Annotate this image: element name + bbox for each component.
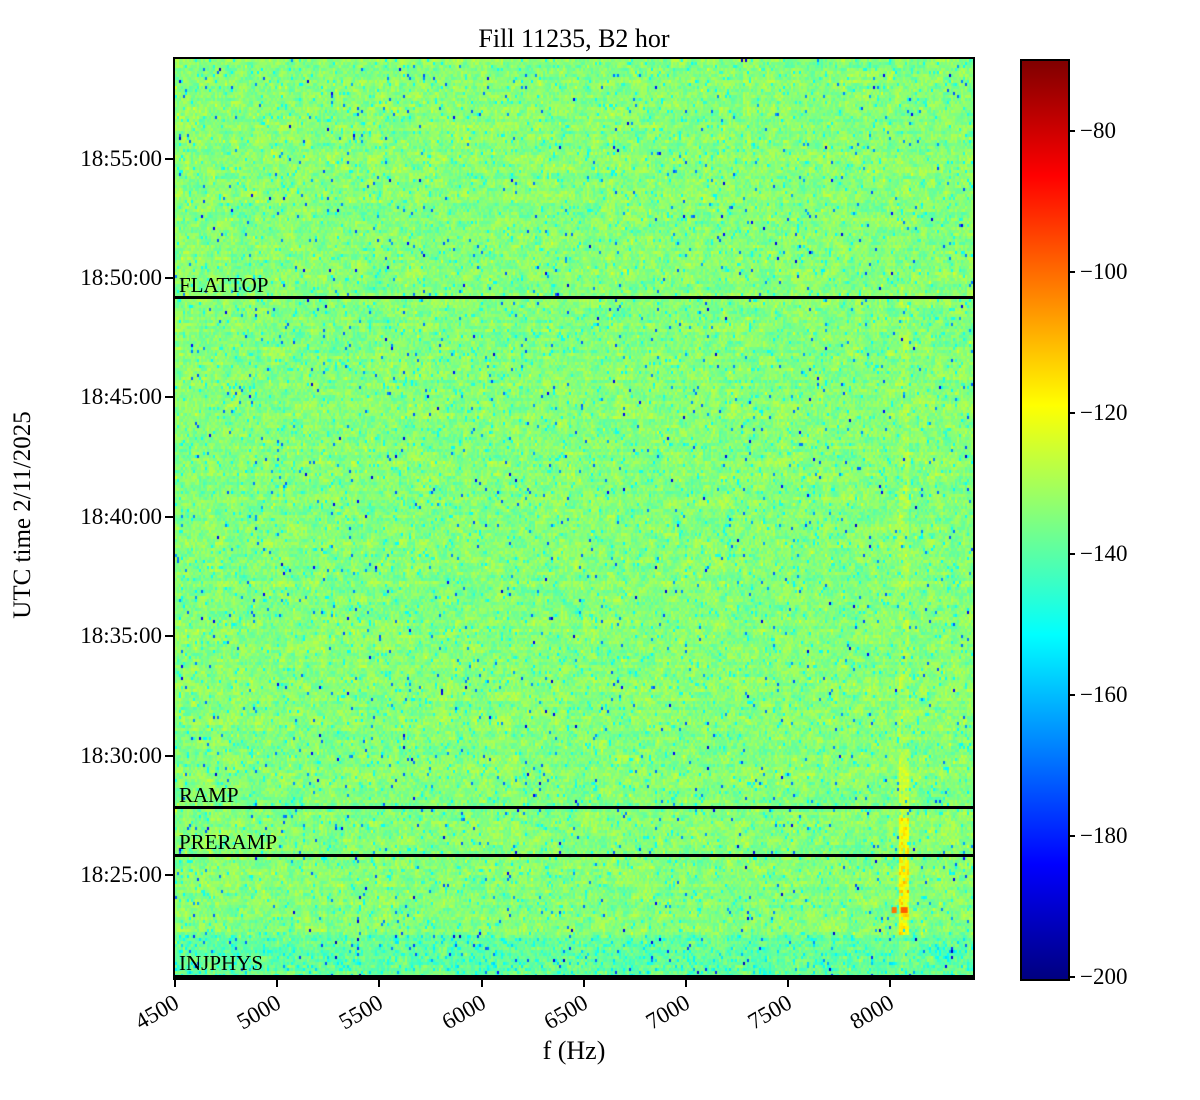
colorbar-tick-mark bbox=[1068, 694, 1075, 697]
colorbar-tick-label: −140 bbox=[1080, 541, 1128, 567]
y-tick-label: 18:30:00 bbox=[80, 742, 162, 768]
x-tick-mark bbox=[174, 979, 176, 987]
x-axis-label: f (Hz) bbox=[542, 1036, 606, 1065]
colorbar-tick-label: −120 bbox=[1080, 400, 1128, 426]
y-tick-mark bbox=[165, 515, 173, 518]
x-tick-mark bbox=[276, 979, 279, 987]
beam-mode-line-injphys bbox=[175, 974, 973, 978]
x-tick-mark bbox=[685, 979, 687, 987]
y-tick-mark bbox=[165, 276, 173, 279]
colorbar-tick-mark bbox=[1068, 271, 1075, 274]
colorbar-tick-mark bbox=[1068, 835, 1075, 838]
y-tick-mark bbox=[165, 635, 173, 638]
beam-mode-line-preramp bbox=[175, 853, 973, 857]
spectrogram-heatmap bbox=[175, 59, 973, 978]
colorbar-tick-mark bbox=[1068, 553, 1075, 556]
beam-mode-label-ramp: RAMP bbox=[179, 782, 239, 807]
y-tick-label: 18:40:00 bbox=[80, 503, 162, 529]
chart-title: Fill 11235, B2 hor bbox=[478, 24, 670, 53]
y-tick-mark bbox=[165, 874, 173, 877]
x-tick-label: 6500 bbox=[539, 989, 592, 1035]
x-tick-label: 7000 bbox=[641, 989, 695, 1035]
x-tick-label: 8000 bbox=[846, 989, 899, 1035]
colorbar-tick-label: −180 bbox=[1080, 823, 1128, 849]
x-tick-mark bbox=[582, 979, 585, 987]
colorbar-tick-mark bbox=[1068, 130, 1075, 133]
y-tick-label: 18:45:00 bbox=[80, 384, 162, 410]
y-tick-mark bbox=[165, 157, 173, 160]
x-tick-label: 5500 bbox=[335, 989, 388, 1035]
colorbar-tick-label: −80 bbox=[1080, 118, 1116, 144]
beam-mode-line-flattop bbox=[175, 296, 973, 300]
y-tick-label: 18:55:00 bbox=[80, 145, 162, 171]
x-tick-label: 5000 bbox=[232, 989, 286, 1035]
colorbar bbox=[1020, 59, 1070, 981]
x-tick-label: 7500 bbox=[743, 989, 797, 1035]
beam-mode-label-preramp: PRERAMP bbox=[179, 830, 278, 855]
heatmap-plot-area: FLATTOP RAMP PRERAMP INJPHYS bbox=[173, 57, 975, 980]
beam-mode-label-injphys: INJPHYS bbox=[179, 951, 264, 975]
y-tick-mark bbox=[165, 396, 173, 399]
colorbar-tick-label: −100 bbox=[1080, 259, 1128, 285]
colorbar-tick-mark bbox=[1068, 976, 1075, 978]
colorbar-tick-label: −200 bbox=[1080, 964, 1128, 989]
y-tick-mark bbox=[165, 754, 173, 757]
colorbar-tick-mark bbox=[1068, 412, 1075, 415]
y-tick-label: 18:50:00 bbox=[80, 264, 162, 290]
x-tick-mark bbox=[480, 979, 483, 987]
colorbar-tick-label: −160 bbox=[1080, 682, 1128, 708]
x-tick-label: 4500 bbox=[130, 989, 183, 1035]
x-tick-mark bbox=[378, 979, 381, 987]
x-tick-mark bbox=[889, 979, 892, 987]
x-tick-label: 6000 bbox=[437, 989, 490, 1035]
y-tick-label: 18:25:00 bbox=[80, 862, 162, 888]
beam-mode-label-flattop: FLATTOP bbox=[179, 272, 269, 297]
beam-mode-line-ramp bbox=[175, 806, 973, 810]
x-tick-mark bbox=[787, 979, 790, 987]
y-tick-label: 18:35:00 bbox=[80, 623, 162, 649]
